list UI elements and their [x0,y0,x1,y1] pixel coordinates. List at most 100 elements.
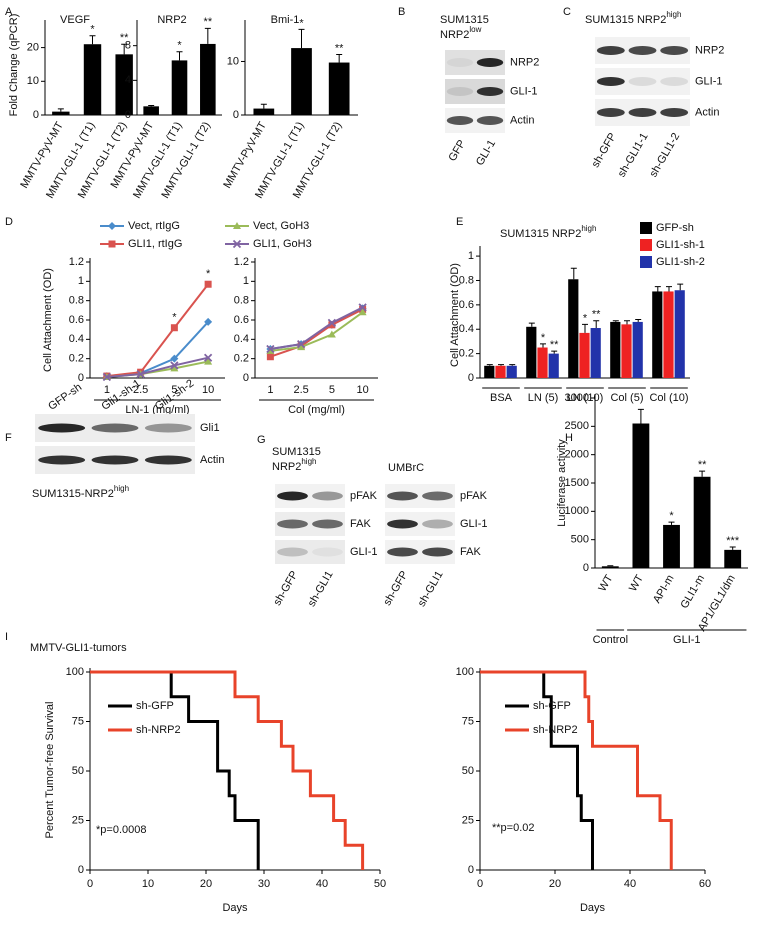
band-label: NRP2 [510,56,539,68]
x-tick-label: Col (10) [649,392,688,404]
marker [203,353,213,362]
x-axis-label: Days [222,902,248,914]
blot-header-text: SUM1315 [440,14,489,26]
blot-band [144,423,192,433]
blot-header-text: SUM1315 [272,446,321,458]
x-tick-label: 40 [624,878,636,890]
marker [170,364,179,372]
significance-label: * [299,17,304,29]
blot-band [312,547,343,557]
chart-title: NRP2 [157,14,186,26]
lane-label: sh-GLI1 [306,569,336,609]
blot-band [628,77,657,86]
panel-label: H [565,432,573,444]
blot-band [596,77,625,86]
marker [204,357,213,365]
marker [108,222,116,230]
bar [253,108,275,115]
series-line [270,308,364,358]
y-tick-label: 10 [227,55,239,67]
panel-label: G [257,434,266,446]
error-bar [121,43,128,55]
bar [537,347,548,378]
x-tick-label: GLI1-m [678,573,707,611]
x-tick-label: 0 [87,878,93,890]
x-tick-label: 5 [329,384,335,396]
bar [663,291,674,378]
bar [328,62,350,115]
marker [170,324,178,332]
y-tick-label: 1 [78,275,84,287]
marker [297,343,306,351]
legend-label: GLI1-sh-1 [656,239,705,251]
error-bar [570,267,577,280]
y-tick-label: 0 [243,372,249,384]
band-label: Actin [695,106,719,118]
blot-header-text: NRP2 [272,461,301,473]
bar [115,54,133,115]
blot-header: SUM1315 [272,446,321,458]
error-bar [528,322,535,327]
marker [266,344,275,354]
bar [579,332,590,378]
marker [358,303,367,312]
blot-band [312,519,343,529]
bar [506,365,517,378]
y-tick-label: 1 [468,250,474,262]
bar [548,353,559,378]
significance-label: * [177,40,182,52]
y-tick-label: 0 [468,864,474,876]
legend-label: sh-NRP2 [136,724,181,736]
y-tick-label: 50 [72,765,84,777]
blot-band [476,116,504,125]
error-bar [551,350,558,354]
error-bar [607,565,614,567]
chart-title: MMTV-GLI1-tumors [30,642,127,654]
x-axis-label: LN-1 (mg/ml) [125,404,189,416]
x-tick-label: 1 [104,384,110,396]
x-tick-label: LN (5) [528,392,559,404]
legend-label: GFP-sh [656,222,694,234]
x-tick-label: Col (5) [610,392,643,404]
survival-curve [480,670,594,870]
significance-label: * [172,312,177,324]
y-tick-label: 0.8 [234,295,249,307]
y-tick-label: 3000 [565,392,589,404]
blot-header: NRP2high [272,457,316,473]
x-tick-label: API-m [651,573,677,605]
x-tick-label: WT [596,573,615,594]
marker [136,369,145,379]
marker [170,354,179,363]
error-bar [498,364,504,366]
panel-label: A [5,6,13,18]
significance-label: ** [335,42,344,54]
blot-band [476,87,504,96]
y-axis-label: Luciferase activity [556,439,568,527]
blot-band [660,77,689,86]
y-tick-label: 1 [243,275,249,287]
significance-label: * [583,312,588,324]
marker [328,321,336,329]
error-bar [637,408,644,424]
x-tick-label: 20 [200,878,212,890]
legend-label: sh-GFP [533,700,571,712]
marker [296,340,306,349]
blot-band [596,46,625,55]
significance-label: * [90,24,95,36]
x-tick-label: 30 [258,878,270,890]
blot-header-text: UMBrC [388,462,424,474]
lane-label: sh-GFP [271,569,300,608]
error-bar [668,521,675,525]
band-label: GLI-1 [350,546,378,558]
significance-label: * [206,268,211,280]
panel-label: D [5,216,13,228]
bar [484,365,495,378]
bar [652,291,663,378]
error-bar [486,364,493,366]
blot-header: SUM1315 [440,14,489,26]
bar [171,60,188,115]
blot-band [446,58,474,67]
x-tick-label: 1 [267,384,273,396]
blot-band [277,519,308,529]
band-label: pFAK [460,490,488,502]
